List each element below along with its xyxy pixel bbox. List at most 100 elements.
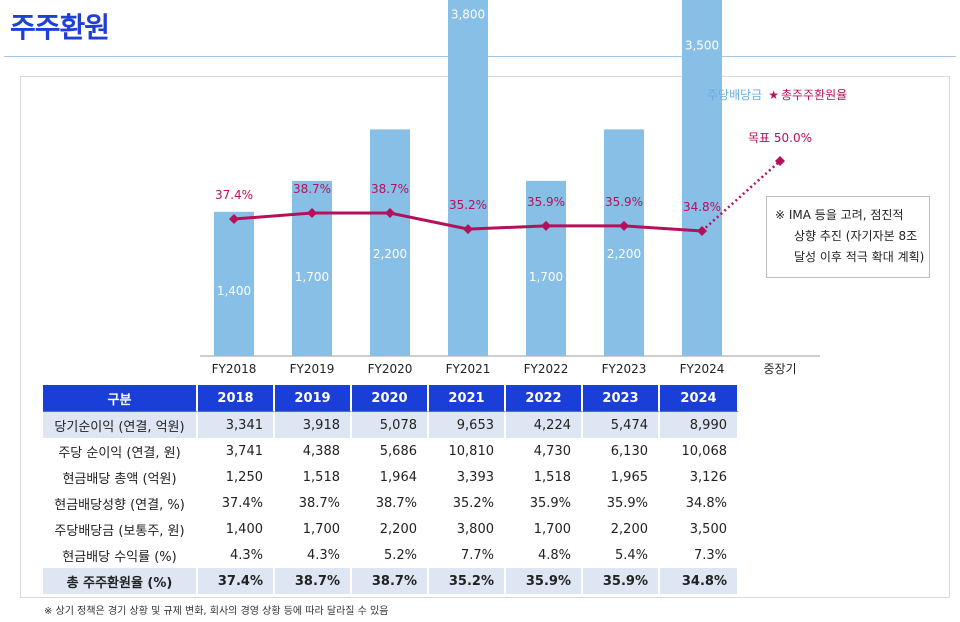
legend-star-icon: ★	[768, 88, 779, 102]
policy-note-box: ※ IMA 등을 고려, 점진적 상향 추진 (자기자본 8조 달성 이후 적극…	[766, 196, 930, 278]
table-header-row: 구분 2018 2019 2020 2021 2022 2023 2024	[43, 385, 739, 411]
target-point	[775, 156, 785, 167]
table-header-year: 2022	[506, 385, 583, 411]
line-value-label: 38.7%	[371, 182, 409, 196]
table-cell: 3,741	[198, 438, 275, 464]
x-tick-label: FY2018	[212, 362, 257, 376]
table-cell: 35.9%	[583, 568, 660, 594]
table-cell: 1,700	[275, 516, 352, 542]
table-row: 주당 순이익 (연결, 원) 3,741 4,388 5,686 10,810 4,730…	[43, 438, 739, 464]
table-header-year: 2021	[429, 385, 506, 411]
table-cell: 38.7%	[275, 568, 352, 594]
table-cell: 4,224	[506, 411, 583, 438]
bar-value-label: 3,800	[451, 8, 485, 22]
x-tick-label: 중장기	[763, 362, 796, 376]
page-title: 주주환원	[10, 11, 110, 44]
table-cell: 10,068	[660, 438, 739, 464]
line-value-label: 35.9%	[527, 195, 565, 209]
table-cell: 35.9%	[506, 490, 583, 516]
row-label: 주당배당금 (보통주, 원)	[43, 516, 198, 542]
bar-value-label: 1,700	[295, 270, 329, 284]
line-value-label: 35.9%	[605, 195, 643, 209]
table-row: 현금배당 총액 (억원) 1,250 1,518 1,964 3,393 1,518 1,9…	[43, 464, 739, 490]
row-label: 총 주주환원율 (%)	[43, 568, 198, 594]
table-header-year: 2023	[583, 385, 660, 411]
line-value-label: 37.4%	[215, 188, 253, 202]
table-cell: 10,810	[429, 438, 506, 464]
x-tick-label: FY2019	[290, 362, 335, 376]
table-cell: 38.7%	[275, 490, 352, 516]
table-row: 현금배당성향 (연결, %) 37.4% 38.7% 38.7% 35.2% 35.9% 3…	[43, 490, 739, 516]
table-cell: 35.9%	[506, 568, 583, 594]
table-cell: 7.7%	[429, 542, 506, 568]
bar	[682, 0, 722, 356]
table-row: 현금배당 수익률 (%) 4.3% 4.3% 5.2% 7.7% 4.8% 5.4% 7.3%	[43, 542, 739, 568]
table-cell: 4,388	[275, 438, 352, 464]
line-value-label: 34.8%	[683, 200, 721, 214]
row-label: 현금배당 수익률 (%)	[43, 542, 198, 568]
line-point	[463, 224, 473, 235]
line-point	[307, 208, 317, 219]
table-cell: 4,730	[506, 438, 583, 464]
legend-line-label: 총주주환원율	[780, 88, 848, 102]
table-cell: 38.7%	[352, 490, 429, 516]
table-header-year: 2019	[275, 385, 352, 411]
x-tick-label: FY2022	[524, 362, 569, 376]
table-cell: 4.8%	[506, 542, 583, 568]
line-value-label: 35.2%	[449, 198, 487, 212]
row-label: 현금배당성향 (연결, %)	[43, 490, 198, 516]
table-cell: 1,400	[198, 516, 275, 542]
table-cell: 35.2%	[429, 490, 506, 516]
table-cell: 1,250	[198, 464, 275, 490]
table-row: 주당배당금 (보통주, 원) 1,400 1,700 2,200 3,800 1,700 2…	[43, 516, 739, 542]
table-cell: 3,500	[660, 516, 739, 542]
table-cell: 34.8%	[660, 568, 739, 594]
table-cell: 38.7%	[352, 568, 429, 594]
line-point	[619, 220, 629, 231]
table-cell: 34.8%	[660, 490, 739, 516]
table-cell: 35.9%	[583, 490, 660, 516]
line-point	[385, 208, 395, 219]
table-cell: 5.2%	[352, 542, 429, 568]
table-cell: 1,965	[583, 464, 660, 490]
target-label: 목표 50.0%	[748, 131, 812, 145]
table-cell: 4.3%	[198, 542, 275, 568]
table-cell: 2,200	[583, 516, 660, 542]
chart-legend: 주당배당금 ★ 총주주환원율	[694, 86, 847, 103]
table-cell: 1,700	[506, 516, 583, 542]
bar-value-label: 2,200	[607, 247, 641, 261]
table-cell: 1,964	[352, 464, 429, 490]
footnote: ※ 상기 정책은 경기 상황 및 규제 변화, 회사의 경영 상황 등에 따라 …	[44, 606, 389, 617]
bar-value-label: 3,500	[685, 39, 719, 53]
x-tick-label: FY2021	[446, 362, 491, 376]
table-cell: 3,126	[660, 464, 739, 490]
table-cell: 6,130	[583, 438, 660, 464]
bar-value-label: 2,200	[373, 247, 407, 261]
table-cell: 5,474	[583, 411, 660, 438]
row-label: 현금배당 총액 (억원)	[43, 464, 198, 490]
row-label: 당기순이익 (연결, 억원)	[43, 411, 198, 438]
bar-value-label: 1,700	[529, 270, 563, 284]
x-tick-label: FY2023	[602, 362, 647, 376]
table-header-year: 2020	[352, 385, 429, 411]
table-cell: 2,200	[352, 516, 429, 542]
table-cell: 1,518	[506, 464, 583, 490]
table-cell: 35.2%	[429, 568, 506, 594]
line-point	[229, 214, 239, 224]
table-header-year: 2018	[198, 385, 275, 411]
line-point	[697, 225, 707, 236]
table-header-label: 구분	[43, 385, 198, 411]
table-cell: 37.4%	[198, 490, 275, 516]
table-row: 총 주주환원율 (%) 37.4% 38.7% 38.7% 35.2% 35.9% 35.9…	[43, 568, 739, 594]
table-cell: 1,518	[275, 464, 352, 490]
table-cell: 5.4%	[583, 542, 660, 568]
legend-bar-label: 주당배당금	[707, 88, 763, 102]
table-cell: 5,078	[352, 411, 429, 438]
table-cell: 3,918	[275, 411, 352, 438]
table-row: 당기순이익 (연결, 억원) 3,341 3,918 5,078 9,653 4,224 5…	[43, 411, 739, 438]
note-line-2: 상향 추진 (자기자본 8조	[794, 229, 918, 243]
row-label: 주당 순이익 (연결, 원)	[43, 438, 198, 464]
table-cell: 3,341	[198, 411, 275, 438]
x-tick-label: FY2024	[680, 362, 725, 376]
